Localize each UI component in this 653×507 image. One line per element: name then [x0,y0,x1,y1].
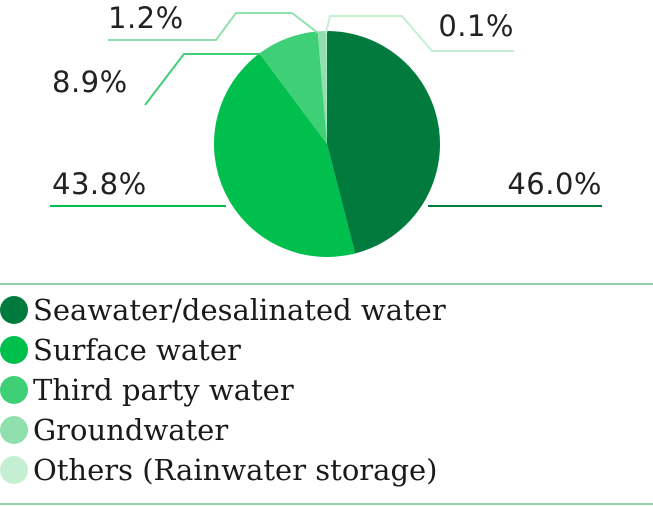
pie-slice-seawater-desalinated-water [327,31,440,254]
data-label-others-rainwater-storage: 0.1% [438,9,514,43]
leader-line-others-rainwater-storage [325,15,514,52]
pie-slice-surface-water [214,53,356,258]
pie-slice-others-rainwater-storage [326,31,327,144]
leader-line-groundwater [108,12,319,41]
legend-label: Groundwater [33,413,229,447]
leader-line-third-party-water [144,53,260,106]
legend-item-others-rainwater-storage: Others (Rainwater storage) [0,450,438,490]
legend-swatch-icon [0,296,28,324]
legend-swatch-icon [0,376,28,404]
legend-item-seawater-desalinated-water: Seawater/desalinated water [0,290,446,330]
legend-label: Third party water [33,373,294,407]
legend-item-third-party-water: Third party water [0,370,294,410]
legend-swatch-icon [0,336,28,364]
legend-swatch-icon [0,456,28,484]
percent-labels: 46.0% 43.8% 8.9% 1.2% 0.1% [52,1,602,201]
legend-top-rule [0,283,653,285]
legend-swatch-icon [0,416,28,444]
legend-label: Others (Rainwater storage) [33,453,438,487]
pie-slices [214,31,440,258]
legend-label: Seawater/desalinated water [33,293,446,327]
legend-label: Surface water [33,333,241,367]
data-label-surface-water: 43.8% [52,167,147,201]
data-label-third-party-water: 8.9% [52,65,128,99]
legend-item-groundwater: Groundwater [0,410,228,450]
legend-bottom-rule [0,503,653,505]
pie-chart: 46.0% 43.8% 8.9% 1.2% 0.1% [50,1,602,258]
pie-slice-third-party-water [259,31,327,144]
pie-slice-groundwater [317,31,327,145]
data-label-groundwater: 1.2% [108,1,184,35]
data-label-seawater-desalinated-water: 46.0% [507,167,602,201]
leader-lines [50,12,602,207]
legend-item-surface-water: Surface water [0,330,241,370]
